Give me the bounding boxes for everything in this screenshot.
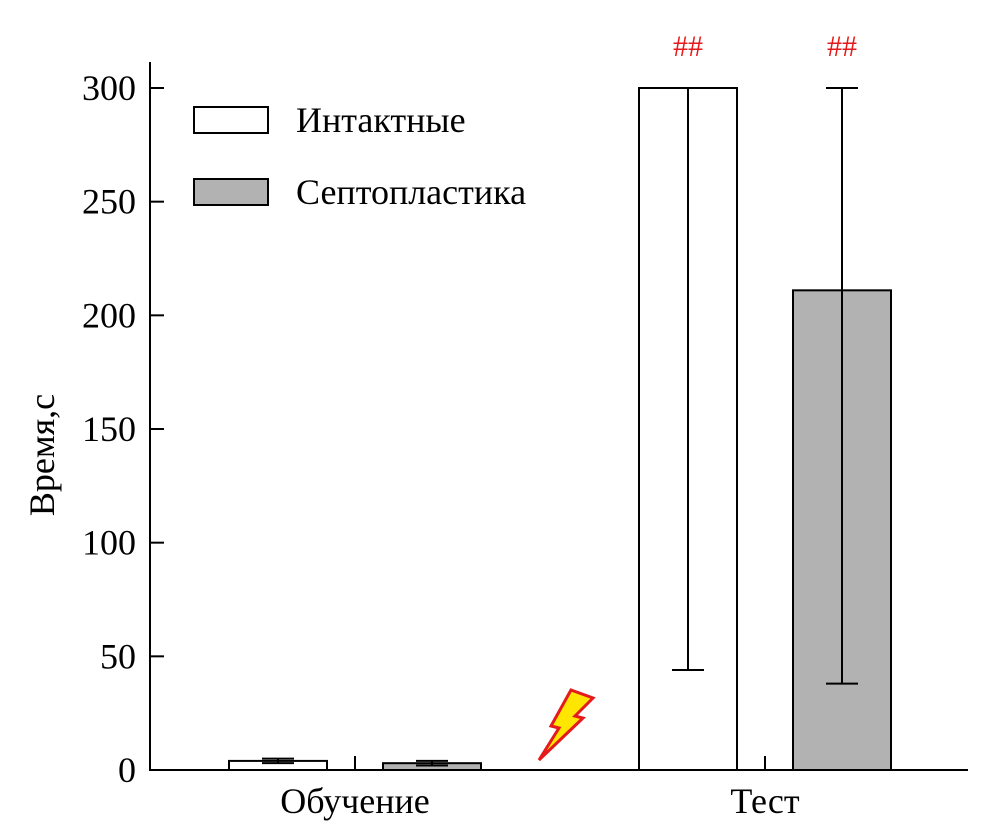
y-ticks: 0 50 100 150 200 250 300: [82, 68, 164, 790]
legend-swatch: [193, 106, 269, 134]
x-tick-label: Обучение: [280, 781, 430, 821]
x-ticks: Обучение Тест: [280, 756, 800, 821]
y-tick-label: 100: [82, 523, 136, 563]
y-tick-label: 200: [82, 295, 136, 335]
significance-label: ##: [827, 30, 857, 63]
y-axis-title: Время,с: [22, 394, 62, 516]
y-tick-label: 150: [82, 409, 136, 449]
y-tick-label: 300: [82, 68, 136, 108]
y-tick-label: 250: [82, 182, 136, 222]
legend: Интактные Септопластика: [193, 100, 526, 212]
y-tick-label: 50: [100, 636, 136, 676]
plot-area: ## ##: [228, 30, 892, 772]
axes: 0 50 100 150 200 250 300 Обучение Тест Время,с: [22, 62, 968, 821]
significance-label: ##: [673, 30, 703, 63]
x-tick-label: Тест: [730, 781, 799, 821]
legend-swatch: [193, 178, 269, 206]
legend-label: Интактные: [296, 100, 466, 140]
y-tick-label: 0: [118, 750, 136, 790]
legend-label: Септопластика: [296, 172, 526, 212]
lightning-icon: [537, 688, 596, 762]
